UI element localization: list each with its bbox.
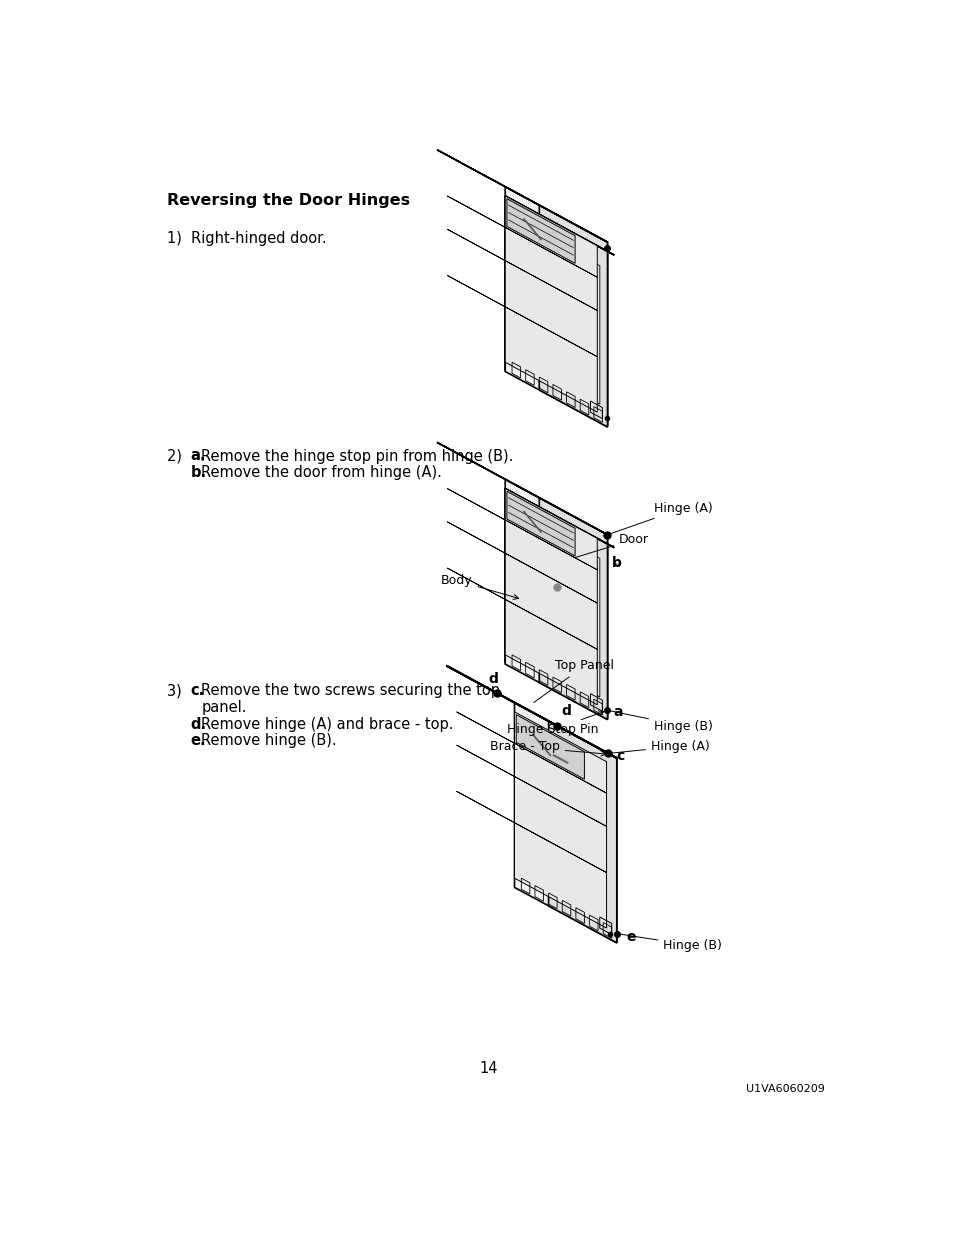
Polygon shape: [446, 666, 617, 758]
Text: 2): 2): [167, 448, 192, 463]
Text: b.: b.: [191, 466, 207, 480]
Text: a: a: [613, 704, 622, 719]
Text: c: c: [616, 748, 623, 762]
Text: d: d: [488, 672, 497, 685]
Text: Remove the hinge stop pin from hinge (B).: Remove the hinge stop pin from hinge (B)…: [201, 448, 514, 463]
Text: 14: 14: [479, 1061, 497, 1076]
Polygon shape: [447, 275, 597, 357]
Text: Reversing the Door Hinges: Reversing the Door Hinges: [167, 193, 410, 207]
Text: Door: Door: [575, 532, 649, 557]
Polygon shape: [508, 275, 518, 295]
Text: Brace - Top: Brace - Top: [489, 741, 605, 756]
Text: Remove hinge (B).: Remove hinge (B).: [201, 734, 336, 748]
Polygon shape: [505, 196, 512, 373]
Polygon shape: [514, 220, 599, 404]
Polygon shape: [436, 149, 607, 242]
Polygon shape: [456, 792, 606, 873]
Polygon shape: [505, 479, 607, 720]
Polygon shape: [505, 489, 607, 718]
Polygon shape: [538, 205, 607, 427]
Polygon shape: [447, 489, 597, 569]
Text: Top Panel: Top Panel: [534, 659, 613, 703]
Text: Remove the door from hinge (A).: Remove the door from hinge (A).: [201, 466, 442, 480]
Text: Hinge Stop Pin: Hinge Stop Pin: [506, 711, 603, 736]
Polygon shape: [516, 715, 584, 779]
Text: b: b: [611, 557, 620, 571]
Text: Hinge (A): Hinge (A): [611, 740, 709, 753]
Polygon shape: [514, 513, 599, 697]
Polygon shape: [506, 492, 575, 556]
Text: a.: a.: [191, 448, 206, 463]
Polygon shape: [447, 568, 597, 650]
Text: 3): 3): [167, 683, 192, 698]
Text: panel.: panel.: [201, 699, 247, 715]
Polygon shape: [508, 331, 518, 351]
Polygon shape: [508, 595, 518, 616]
Text: d: d: [560, 704, 570, 718]
Polygon shape: [447, 196, 597, 277]
Polygon shape: [505, 489, 597, 705]
Polygon shape: [508, 624, 518, 643]
Polygon shape: [447, 230, 597, 310]
Text: e.: e.: [191, 734, 206, 748]
Polygon shape: [508, 568, 518, 588]
Polygon shape: [505, 196, 607, 425]
Text: Remove hinge (A) and brace - top.: Remove hinge (A) and brace - top.: [201, 718, 454, 732]
Polygon shape: [505, 186, 607, 427]
Text: d.: d.: [191, 718, 207, 732]
Polygon shape: [508, 248, 518, 268]
Polygon shape: [506, 199, 575, 263]
Text: U1VA6060209: U1VA6060209: [745, 1084, 823, 1094]
Polygon shape: [514, 703, 617, 942]
Polygon shape: [538, 498, 607, 720]
Polygon shape: [508, 303, 518, 324]
Polygon shape: [514, 711, 606, 927]
Text: 1)  Right-hinged door.: 1) Right-hinged door.: [167, 231, 327, 246]
Polygon shape: [436, 442, 607, 535]
Text: e: e: [625, 930, 635, 945]
Polygon shape: [505, 196, 597, 412]
Polygon shape: [456, 745, 606, 826]
Text: c.: c.: [191, 683, 205, 698]
Polygon shape: [548, 721, 617, 942]
Text: Hinge (B): Hinge (B): [610, 711, 712, 732]
Polygon shape: [447, 522, 597, 603]
Polygon shape: [505, 489, 614, 547]
Text: Body: Body: [440, 574, 518, 599]
Text: Hinge (B): Hinge (B): [618, 934, 721, 952]
Polygon shape: [508, 540, 518, 561]
Polygon shape: [505, 196, 614, 256]
Text: Remove the two screws securing the top: Remove the two screws securing the top: [201, 683, 500, 698]
Text: Hinge (A): Hinge (A): [610, 501, 712, 534]
Polygon shape: [456, 711, 606, 793]
Polygon shape: [505, 489, 512, 666]
